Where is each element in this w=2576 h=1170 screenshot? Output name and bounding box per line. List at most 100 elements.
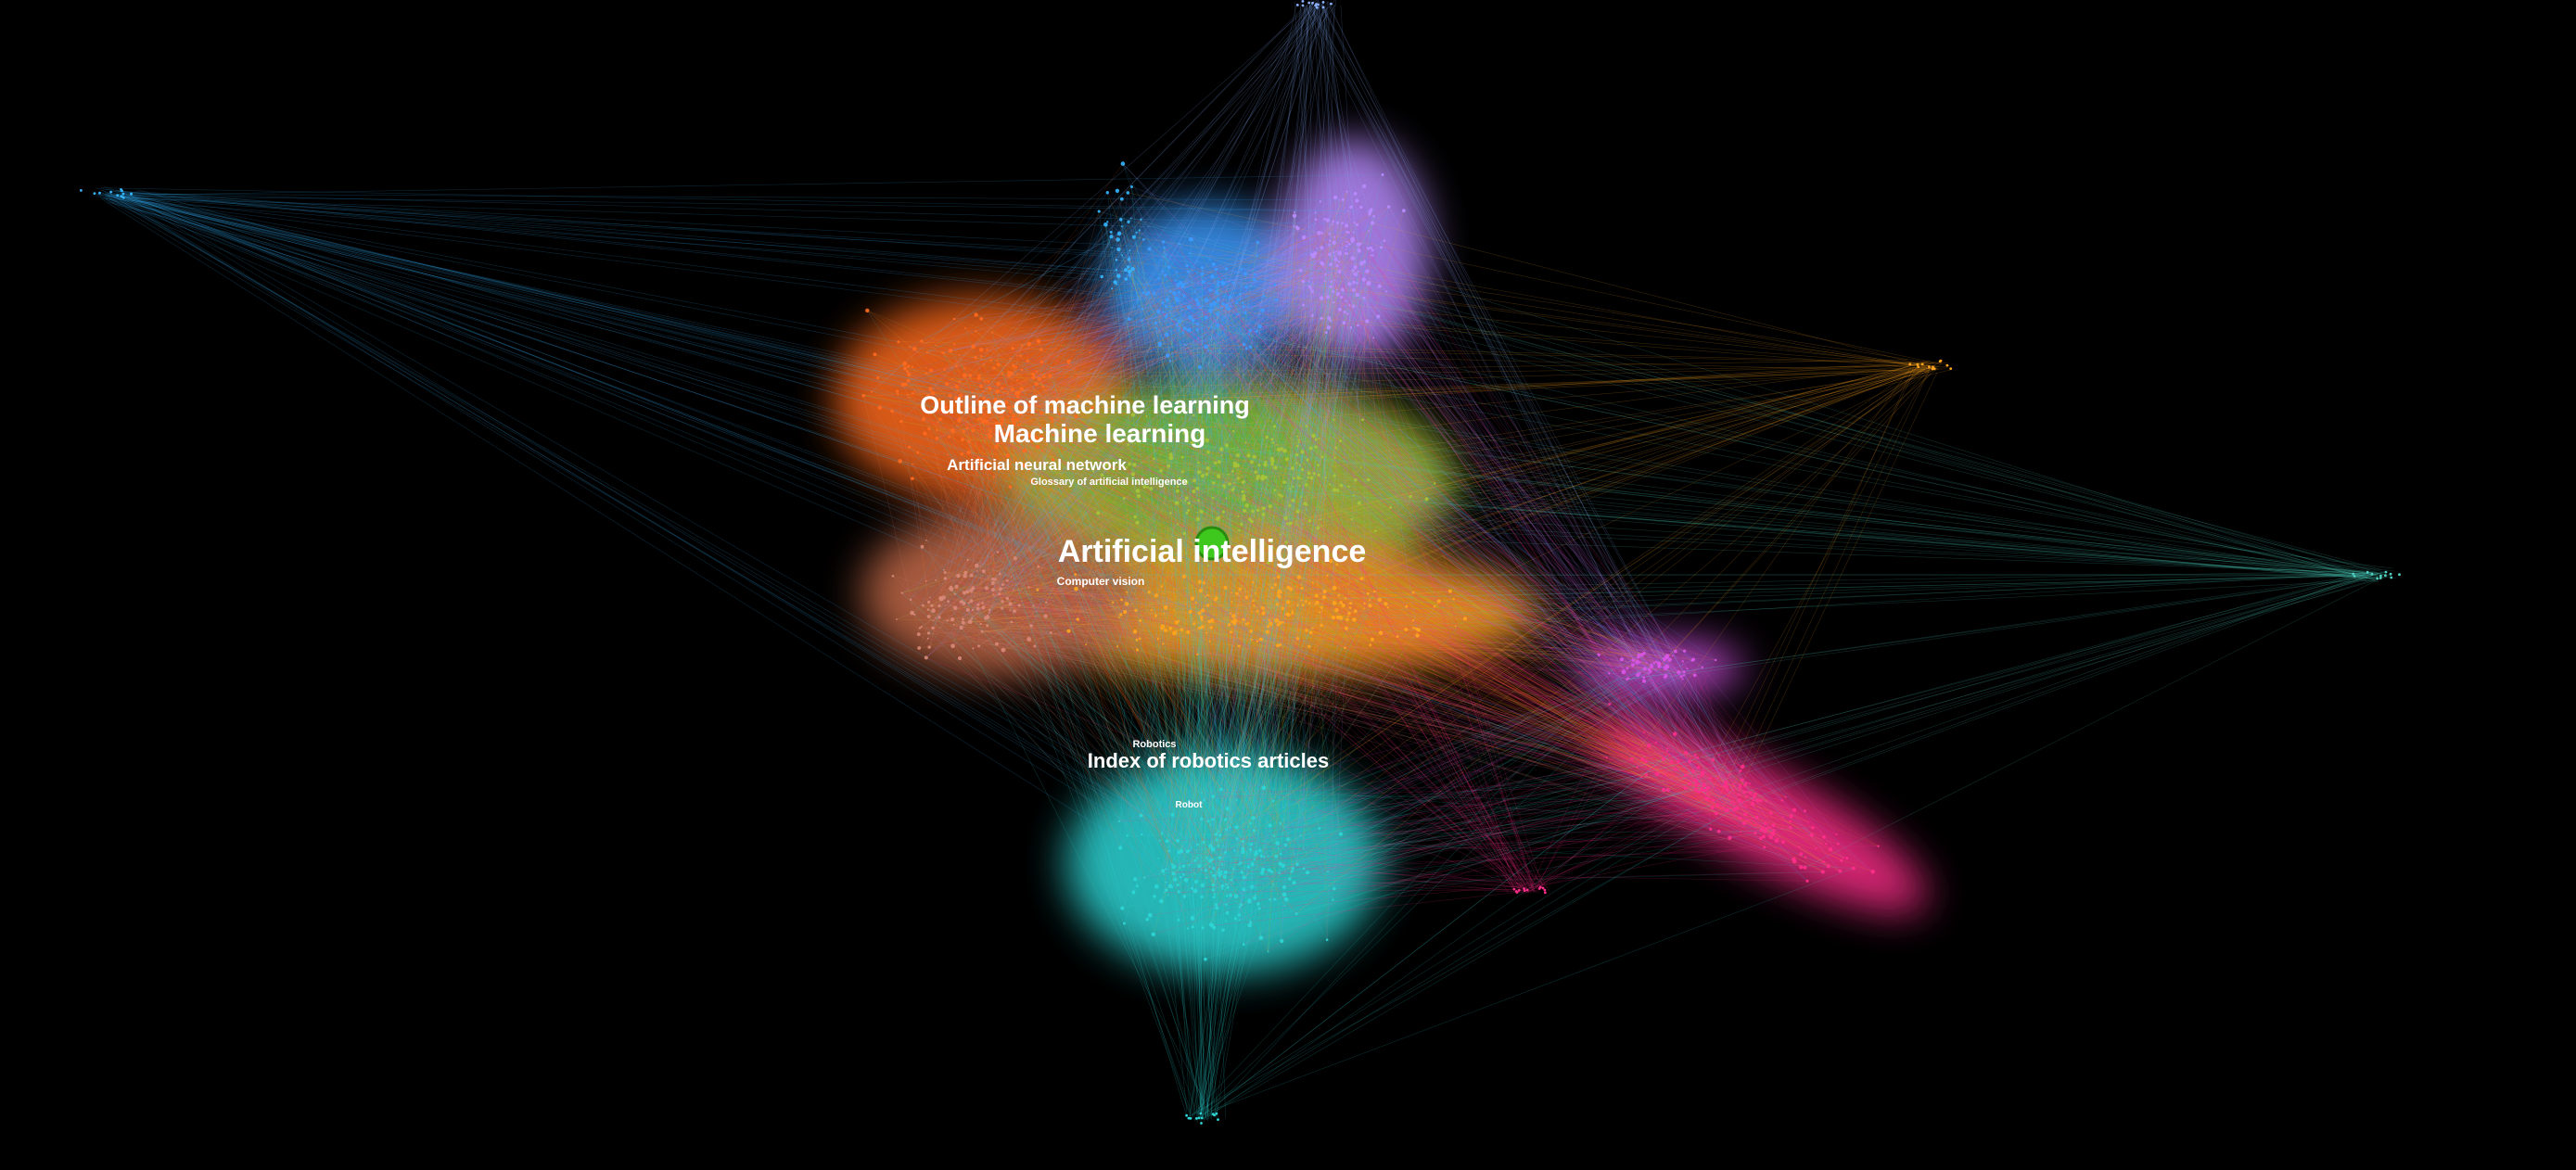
graph-node[interactable] [1318, 437, 1320, 439]
graph-node[interactable] [1658, 662, 1661, 665]
graph-node[interactable] [1124, 268, 1128, 273]
graph-node[interactable] [1049, 631, 1052, 634]
graph-node[interactable] [1258, 848, 1262, 853]
graph-node[interactable] [1305, 871, 1310, 875]
graph-node[interactable] [953, 592, 956, 595]
graph-node[interactable] [2370, 572, 2374, 576]
graph-node[interactable] [1294, 210, 1296, 213]
graph-node[interactable] [1202, 581, 1205, 585]
graph-node[interactable] [1043, 614, 1048, 618]
graph-node[interactable] [1811, 826, 1815, 830]
graph-node[interactable] [920, 625, 923, 629]
graph-node[interactable] [1320, 455, 1324, 459]
graph-node[interactable] [1001, 387, 1004, 389]
graph-node[interactable] [1211, 883, 1216, 887]
graph-node[interactable] [1320, 261, 1325, 266]
graph-node[interactable] [1696, 766, 1701, 769]
graph-node[interactable] [1012, 589, 1014, 591]
graph-node[interactable] [958, 380, 962, 383]
graph-node[interactable] [910, 610, 914, 616]
graph-node[interactable] [1357, 324, 1359, 327]
graph-node[interactable] [996, 551, 1000, 553]
graph-node[interactable] [1683, 649, 1687, 653]
graph-node[interactable] [1167, 849, 1170, 853]
graph-node[interactable] [1301, 604, 1305, 607]
graph-node[interactable] [1746, 819, 1749, 822]
graph-node[interactable] [1115, 188, 1120, 193]
graph-node[interactable] [1243, 889, 1246, 892]
graph-node[interactable] [1748, 782, 1751, 785]
graph-node[interactable] [984, 380, 987, 383]
graph-node[interactable] [918, 627, 922, 630]
graph-node[interactable] [971, 344, 976, 350]
graph-node[interactable] [1700, 787, 1704, 793]
graph-node[interactable] [1207, 350, 1210, 352]
graph-node[interactable] [1197, 470, 1202, 475]
graph-node[interactable] [1182, 873, 1185, 876]
graph-node[interactable] [1035, 370, 1039, 374]
graph-node[interactable] [1335, 446, 1338, 449]
graph-node[interactable] [988, 612, 991, 614]
graph-node[interactable] [1300, 584, 1302, 586]
graph-node[interactable] [1233, 917, 1237, 921]
graph-node[interactable] [1738, 816, 1742, 820]
graph-node[interactable] [1231, 601, 1233, 604]
graph-node[interactable] [1225, 807, 1230, 811]
graph-node[interactable] [925, 350, 929, 354]
graph-node[interactable] [1677, 670, 1681, 675]
graph-node[interactable] [1668, 753, 1671, 757]
graph-node[interactable] [1366, 247, 1370, 250]
graph-node[interactable] [1278, 861, 1282, 866]
graph-node[interactable] [2384, 570, 2388, 574]
graph-node[interactable] [1237, 913, 1242, 917]
graph-node[interactable] [1368, 604, 1372, 608]
graph-node[interactable] [952, 317, 956, 321]
graph-node[interactable] [959, 625, 963, 630]
graph-node[interactable] [1917, 365, 1920, 368]
graph-node[interactable] [1111, 287, 1113, 290]
graph-node[interactable] [1643, 731, 1646, 733]
graph-node[interactable] [1206, 450, 1210, 454]
graph-node[interactable] [981, 569, 986, 574]
graph-node[interactable] [993, 578, 997, 581]
graph-node[interactable] [1270, 586, 1274, 590]
graph-node[interactable] [1711, 757, 1715, 762]
graph-node[interactable] [1045, 601, 1048, 604]
graph-node[interactable] [1184, 500, 1187, 502]
graph-node[interactable] [1211, 888, 1215, 892]
graph-node[interactable] [1820, 870, 1825, 874]
graph-node[interactable] [1877, 845, 1880, 847]
graph-node[interactable] [1348, 304, 1351, 307]
graph-node[interactable] [1809, 833, 1814, 837]
graph-node[interactable] [1314, 211, 1317, 214]
graph-node[interactable] [1115, 269, 1117, 272]
graph-node[interactable] [1105, 191, 1110, 195]
graph-node[interactable] [1282, 892, 1287, 897]
graph-node[interactable] [1372, 337, 1375, 339]
graph-node[interactable] [1635, 659, 1640, 665]
graph-node[interactable] [1739, 801, 1741, 804]
graph-node[interactable] [1176, 838, 1180, 843]
graph-node[interactable] [1032, 604, 1035, 607]
graph-node[interactable] [1170, 813, 1175, 817]
graph-node[interactable] [1366, 591, 1370, 595]
graph-node[interactable] [1217, 830, 1219, 833]
graph-node[interactable] [1447, 589, 1452, 593]
graph-node[interactable] [1270, 462, 1274, 466]
graph-node[interactable] [1201, 926, 1205, 930]
graph-node[interactable] [1309, 287, 1313, 291]
graph-node[interactable] [1253, 858, 1256, 860]
graph-node[interactable] [954, 385, 959, 389]
graph-node[interactable] [907, 372, 912, 377]
graph-node[interactable] [1320, 605, 1323, 609]
graph-node[interactable] [1301, 0, 1305, 3]
graph-node[interactable] [1205, 876, 1208, 879]
graph-node[interactable] [2366, 570, 2369, 574]
graph-node[interactable] [1111, 601, 1115, 604]
graph-node[interactable] [1218, 873, 1222, 877]
graph-node[interactable] [1346, 210, 1349, 212]
graph-node[interactable] [1329, 262, 1333, 267]
graph-node[interactable] [1150, 609, 1153, 612]
graph-node[interactable] [1743, 783, 1747, 788]
graph-node[interactable] [947, 600, 950, 603]
